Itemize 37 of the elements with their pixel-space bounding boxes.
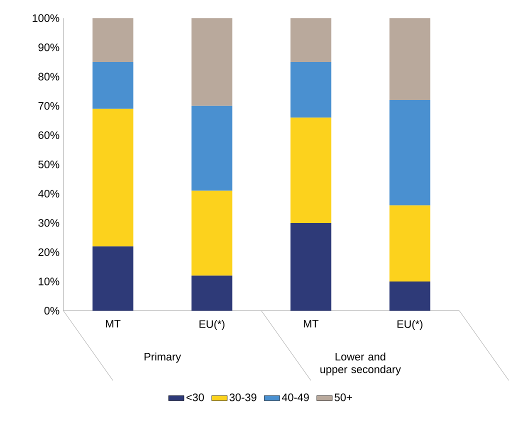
y-tick-label: 70% <box>38 102 60 110</box>
bar <box>192 18 232 106</box>
y-tick-label: 20% <box>38 248 60 256</box>
bar <box>192 190 232 276</box>
y-tick-label: 60% <box>38 131 60 139</box>
bar <box>389 281 430 311</box>
bar <box>92 62 134 109</box>
legend-label: <30 <box>186 394 204 402</box>
bar <box>92 18 134 62</box>
y-tick-label: 30% <box>38 219 60 227</box>
y-tick-label: 100% <box>32 14 60 22</box>
bar <box>92 246 134 311</box>
bar <box>192 106 232 191</box>
bar <box>290 222 332 311</box>
bar <box>290 62 332 118</box>
bar <box>92 108 134 246</box>
bar <box>290 118 332 223</box>
legend-label: 30-39 <box>230 394 256 402</box>
y-tick-label: 0% <box>44 306 60 315</box>
bar <box>389 18 430 100</box>
legend-label: 40-49 <box>282 394 309 402</box>
text: Lower and upper secondary <box>320 352 401 376</box>
x-tick-label: EU(*) <box>200 320 224 330</box>
y-tick-label: 40% <box>38 190 60 198</box>
bar <box>192 276 232 311</box>
x-tick-label: EU(*) <box>398 320 422 330</box>
bar <box>290 18 332 62</box>
y-tick-label: 50% <box>38 160 60 168</box>
x-tick-label: MT <box>106 320 120 328</box>
bar <box>389 100 430 206</box>
y-tick-label: 80% <box>38 72 60 80</box>
y-tick-label: 90% <box>38 44 60 52</box>
y-tick-label: 10% <box>38 278 60 286</box>
text: Primary <box>144 352 182 363</box>
x-tick-label: MT <box>304 320 318 328</box>
legend-label: 50+ <box>334 394 352 402</box>
bar <box>389 205 430 282</box>
